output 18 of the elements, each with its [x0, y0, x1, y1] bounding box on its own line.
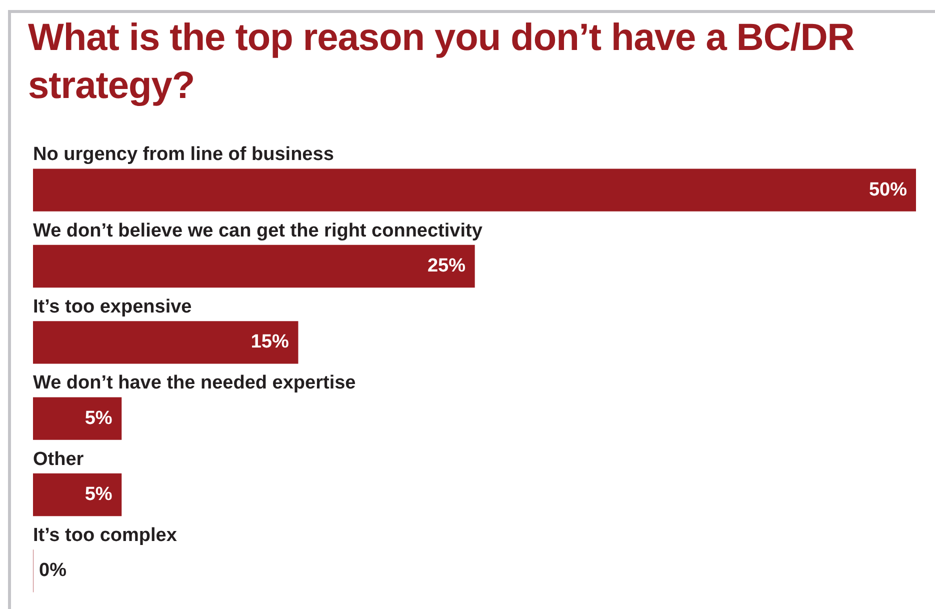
bar	[33, 397, 122, 440]
y-tick-label: We don’t believe we can get the right connectivity	[33, 220, 483, 242]
bar	[33, 244, 475, 288]
data-label: 0%	[39, 560, 67, 582]
data-label: 5%	[84, 408, 112, 429]
bar	[33, 168, 916, 212]
y-tick-label: It’s too complex	[33, 524, 178, 546]
data-label: 15%	[250, 332, 290, 353]
data-label: 5%	[84, 484, 112, 505]
data-label: 25%	[427, 255, 466, 276]
y-tick-label: We don’t have the needed expertise	[33, 372, 356, 394]
y-tick-label: Other	[33, 448, 84, 470]
bar	[33, 321, 298, 364]
y-tick-label: It’s too expensive	[33, 296, 192, 318]
chart-title: What is the top reason you don’t have a BC/DR strategy?	[28, 16, 856, 109]
data-label: 50%	[868, 179, 908, 200]
y-tick-label: No urgency from line of business	[33, 144, 334, 166]
bar	[33, 473, 122, 516]
